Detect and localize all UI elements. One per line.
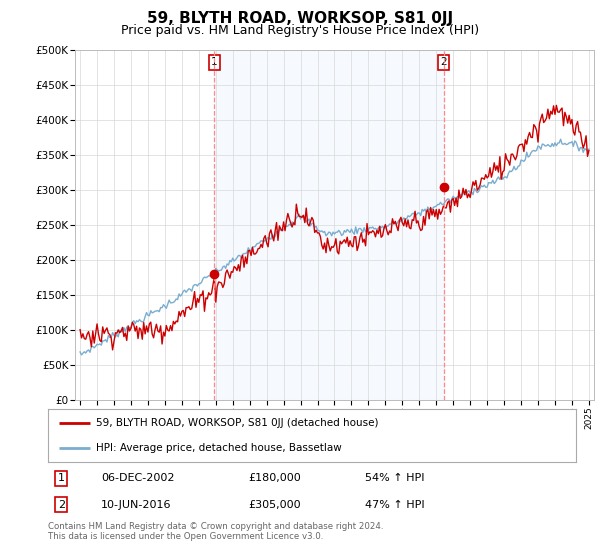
Text: 10-JUN-2016: 10-JUN-2016 [101, 500, 172, 510]
Text: 59, BLYTH ROAD, WORKSOP, S81 0JJ: 59, BLYTH ROAD, WORKSOP, S81 0JJ [147, 11, 453, 26]
Bar [214, 50, 444, 400]
Text: 54% ↑ HPI: 54% ↑ HPI [365, 473, 424, 483]
Text: £305,000: £305,000 [248, 500, 301, 510]
Text: Price paid vs. HM Land Registry's House Price Index (HPI): Price paid vs. HM Land Registry's House … [121, 24, 479, 36]
Text: 2: 2 [440, 58, 447, 67]
Text: 47% ↑ HPI: 47% ↑ HPI [365, 500, 424, 510]
Text: £180,000: £180,000 [248, 473, 301, 483]
Text: 06-DEC-2002: 06-DEC-2002 [101, 473, 175, 483]
Text: 1: 1 [211, 58, 218, 67]
Text: 2: 2 [58, 500, 65, 510]
Text: Contains HM Land Registry data © Crown copyright and database right 2024.
This d: Contains HM Land Registry data © Crown c… [48, 522, 383, 542]
Text: 1: 1 [58, 473, 65, 483]
Text: HPI: Average price, detached house, Bassetlaw: HPI: Average price, detached house, Bass… [95, 442, 341, 452]
Text: 59, BLYTH ROAD, WORKSOP, S81 0JJ (detached house): 59, BLYTH ROAD, WORKSOP, S81 0JJ (detach… [95, 418, 378, 428]
